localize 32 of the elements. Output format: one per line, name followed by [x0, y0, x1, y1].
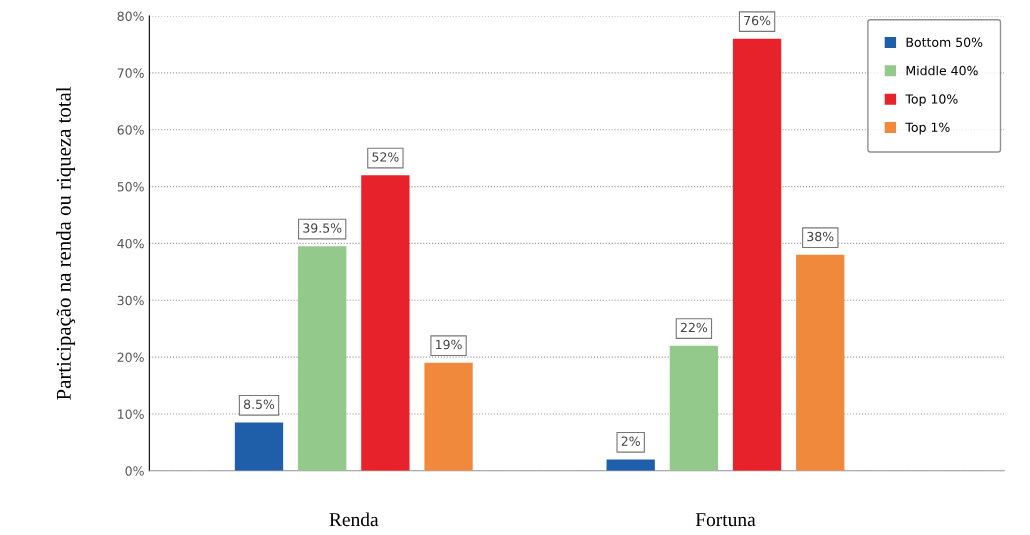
bar: [606, 459, 655, 471]
bar: [424, 362, 473, 471]
data-label: 39.5%: [303, 223, 342, 233]
y-tick-label: 50%: [117, 182, 144, 192]
data-label: 2%: [621, 436, 640, 446]
data-label: 19%: [436, 339, 462, 350]
y-tick-label: 20%: [117, 352, 144, 363]
y-axis-title: Participação na renda ou riqueza total: [56, 86, 76, 400]
y-tick-label: 80%: [117, 11, 144, 21]
bar: [796, 254, 845, 471]
x-tick-label: Renda: [329, 512, 379, 527]
bar: [361, 175, 410, 471]
bar: [669, 345, 719, 471]
legend-label: Bottom 50%: [906, 37, 983, 47]
legend-label: Top 10%: [905, 94, 958, 107]
y-tick-label: 10%: [118, 409, 144, 419]
data-label: 22%: [680, 322, 708, 333]
y-tick-label: 0%: [125, 466, 144, 476]
legend-label: Middle 40%: [906, 65, 978, 76]
data-label: 38%: [807, 231, 834, 242]
bar: [234, 422, 284, 471]
x-tick-label: Fortuna: [695, 513, 756, 527]
data-label: 52%: [372, 152, 399, 162]
bar: [298, 246, 347, 471]
data-label: 76%: [744, 15, 771, 26]
data-label: 8.5%: [243, 399, 275, 409]
y-tick-label: 60%: [117, 125, 144, 135]
bar: [732, 38, 782, 471]
y-tick-label: 40%: [117, 238, 144, 249]
y-tick-label: 70%: [117, 68, 144, 78]
legend-label: Top 1%: [905, 122, 950, 135]
y-tick-label: 30%: [117, 295, 144, 306]
